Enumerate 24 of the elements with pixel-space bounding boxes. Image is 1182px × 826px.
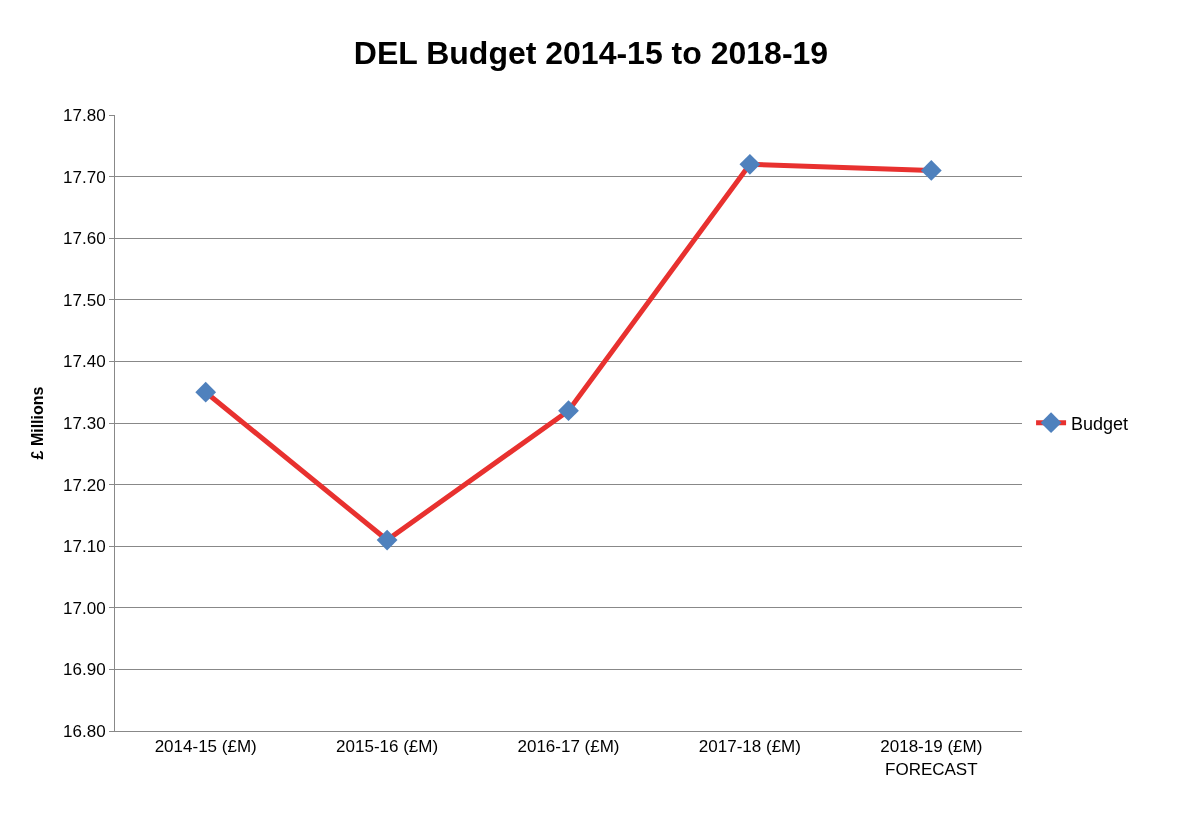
y-tick-label: 17.80 (63, 105, 106, 125)
point (739, 153, 761, 175)
x-tick-label: 2018-19 (£M) FORECAST (880, 737, 983, 779)
x-tick-label: 2017-18 (£M) (698, 737, 801, 757)
y-tick-label: 17.40 (63, 352, 106, 372)
chart-title: DEL Budget 2014-15 to 2018-19 (353, 34, 829, 71)
x-tick-label: 2015-16 (£M) (336, 737, 439, 757)
y-tick-label: 17.20 (63, 475, 106, 495)
point (558, 400, 579, 422)
y-tick-label: 17.70 (63, 167, 106, 187)
y-tick-label: 17.60 (63, 229, 106, 249)
y-tick-label: 17.10 (63, 537, 106, 557)
y-axis-title: £ Millions (28, 386, 46, 460)
y-tick-label: 16.90 (63, 660, 106, 680)
x-tick-label: 2014-15 (£M) (154, 737, 257, 757)
point (195, 381, 217, 403)
y-tick-label: 16.80 (63, 721, 106, 741)
x-tick-label: 2016-17 (£M) (517, 737, 620, 757)
y-tick-label: 17.30 (63, 413, 106, 433)
y-tick-label: 17.00 (63, 598, 106, 618)
point (920, 160, 942, 181)
point (376, 529, 398, 551)
y-tick-label: 17.50 (63, 290, 106, 310)
legend-label: Budget (1071, 413, 1129, 434)
